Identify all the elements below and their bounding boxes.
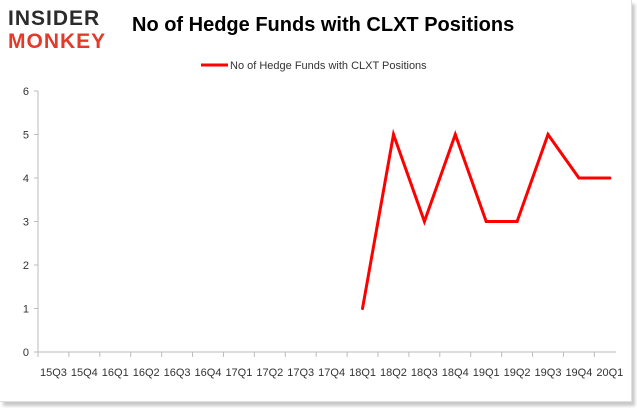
data-point xyxy=(608,176,612,180)
data-point xyxy=(453,133,457,136)
x-tick-label: 17Q1 xyxy=(225,367,252,379)
x-tick-label: 19Q4 xyxy=(565,367,592,379)
y-tick-label: 2 xyxy=(23,260,29,272)
x-tick-label: 15Q3 xyxy=(40,367,67,379)
y-tick-label: 1 xyxy=(23,304,29,316)
x-tick-label: 18Q3 xyxy=(411,367,438,379)
chart-frame xyxy=(0,0,632,402)
x-tick-label: 18Q1 xyxy=(349,367,376,379)
x-tick-label: 19Q3 xyxy=(535,367,562,379)
y-tick-label: 6 xyxy=(23,86,29,98)
y-tick-label: 3 xyxy=(23,217,29,229)
logo-text-bottom: MONKEY xyxy=(8,30,107,53)
data-point xyxy=(361,307,365,310)
legend: No of Hedge Funds with CLXT Positions xyxy=(201,60,427,72)
insider-monkey-logo: INSIDER MONKEY xyxy=(8,8,116,56)
x-tick-label: 17Q4 xyxy=(318,367,345,379)
data-point xyxy=(422,220,426,223)
x-tick-label: 16Q1 xyxy=(102,367,129,379)
x-tick-label: 16Q3 xyxy=(164,367,191,379)
x-tick-label: 19Q1 xyxy=(473,367,500,379)
data-point xyxy=(484,220,488,223)
y-tick-label: 5 xyxy=(23,130,29,142)
y-tick-label: 4 xyxy=(23,173,29,185)
x-tick-label: 19Q2 xyxy=(504,367,531,379)
x-tick-label: 20Q1 xyxy=(596,367,623,379)
data-point xyxy=(546,133,550,136)
data-point xyxy=(515,220,519,223)
legend-label: No of Hedge Funds with CLXT Positions xyxy=(230,60,427,72)
chart-title: No of Hedge Funds with CLXT Positions xyxy=(132,14,515,36)
x-tick-label: 17Q2 xyxy=(256,367,283,379)
x-tick-label: 17Q3 xyxy=(287,367,314,379)
y-tick-label: 0 xyxy=(23,347,29,359)
x-tick-label: 15Q4 xyxy=(71,367,98,379)
data-point xyxy=(391,133,395,136)
x-tick-label: 18Q4 xyxy=(442,367,469,379)
x-tick-label: 18Q2 xyxy=(380,367,407,379)
x-tick-label: 16Q2 xyxy=(133,367,160,379)
logo-text-top: INSIDER xyxy=(8,7,101,30)
data-point xyxy=(577,176,581,180)
x-tick-label: 16Q4 xyxy=(195,367,222,379)
